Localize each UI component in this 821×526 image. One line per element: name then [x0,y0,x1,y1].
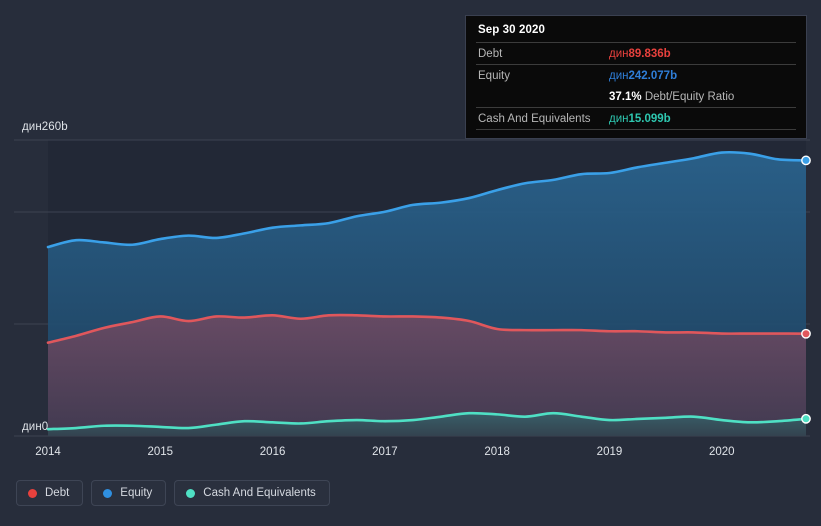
x-axis-tick-2019: 2019 [596,446,623,458]
x-axis-tick-2017: 2017 [372,446,398,458]
tooltip-currency-equity: дин [609,69,629,82]
x-axis-tick-2018: 2018 [484,446,510,458]
tooltip-ratio-label: Debt/Equity Ratio [644,90,735,103]
legend-item-debt[interactable]: Debt [16,480,84,506]
chart-canvas: дин260b дин0 2014 2015 2016 2017 2018 2019 202… [14,121,811,458]
tooltip-value-equity: дин242.077b [609,70,677,82]
financial-area-chart [14,139,811,437]
y-axis-label-max: дин260b [22,121,68,133]
tooltip-currency-cash: дин [609,112,629,125]
tooltip-value-cash: дин15.099b [609,113,671,125]
chart-tooltip: Sep 30 2020 Debt дин89.836b Equity дин24… [465,15,807,139]
tooltip-row-ratio: 37.1% Debt/Equity Ratio [476,86,796,107]
x-axis-tick-2015: 2015 [147,446,174,458]
tooltip-row-equity: Equity дин242.077b [476,64,796,86]
area-fill-cash [48,413,806,436]
tooltip-label-equity: Equity [478,69,510,82]
tooltip-currency-debt: дин [609,47,629,60]
tooltip-label-debt: Debt [478,47,503,60]
legend-label: Equity [120,487,153,499]
tooltip-row-debt: Debt дин89.836b [476,42,796,64]
tooltip-amount-equity: 242.077b [628,69,678,82]
endpoint-marker-equity [801,155,811,166]
legend-item-cash-and-equivalents[interactable]: Cash And Equivalents [174,480,330,506]
legend-dot-icon [103,488,113,498]
tooltip-amount-debt: 89.836b [628,47,671,60]
line-cash [46,411,808,431]
x-axis-tick-2020: 2020 [708,446,735,458]
chart-legend: Debt Equity Cash And Equivalents [16,480,330,506]
tooltip-value-debt: дин89.836b [609,48,671,60]
line-debt [46,313,808,344]
legend-label: Cash And Equivalents [203,487,316,499]
tooltip-row-cash: Cash And Equivalents дин15.099b [476,107,796,130]
tooltip-ratio-percent: 37.1% [609,90,642,103]
endpoint-marker-debt [801,328,811,339]
area-fill-debt [48,315,806,436]
endpoint-marker-cash [801,413,811,424]
y-axis-label-min: дин0 [22,421,49,433]
tooltip-value-ratio: 37.1% Debt/Equity Ratio [609,91,734,103]
legend-item-equity[interactable]: Equity [91,480,167,506]
x-axis-tick-2014: 2014 [35,446,61,458]
legend-label: Debt [45,487,70,499]
line-equity [46,150,808,249]
legend-dot-icon [186,488,196,498]
legend-dot-icon [28,488,37,498]
tooltip-date: Sep 30 2020 [478,24,545,36]
tooltip-label-cash: Cash And Equivalents [478,112,591,125]
x-axis-tick-2016: 2016 [259,446,286,458]
tooltip-amount-cash: 15.099b [628,112,671,125]
